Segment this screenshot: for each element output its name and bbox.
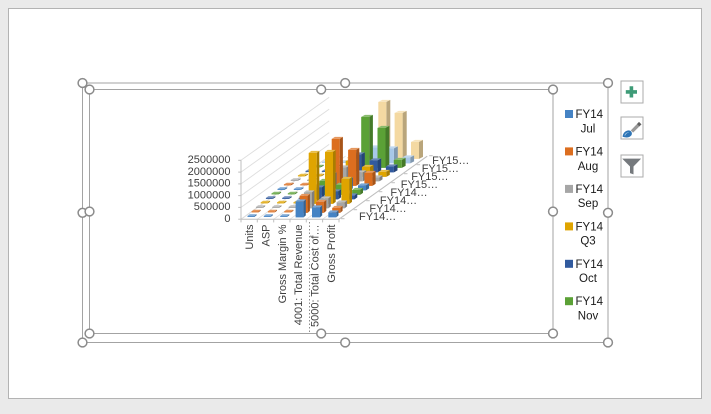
svg-text:FY14…: FY14…: [390, 187, 427, 199]
svg-text:FY15…: FY15…: [401, 179, 438, 191]
svg-text:FY14: FY14: [576, 296, 604, 308]
svg-text:0: 0: [224, 213, 230, 225]
svg-text:Jul: Jul: [581, 123, 596, 135]
svg-text:Sep: Sep: [578, 198, 598, 210]
svg-text:Aug: Aug: [578, 161, 598, 173]
svg-text:FY14: FY14: [576, 109, 604, 121]
svg-text:5000: Total Cost of…: 5000: Total Cost of…: [310, 225, 322, 328]
svg-text:500000: 500000: [194, 201, 231, 213]
svg-text:ASP: ASP: [261, 225, 273, 247]
svg-text:1000000: 1000000: [188, 189, 231, 201]
svg-text:FY14…: FY14…: [369, 203, 406, 215]
svg-text:FY15…: FY15…: [422, 163, 459, 175]
svg-text:FY14: FY14: [576, 221, 604, 233]
svg-text:FY15…: FY15…: [411, 171, 448, 183]
svg-text:FY14: FY14: [576, 259, 604, 271]
svg-text:FY14…: FY14…: [359, 211, 396, 223]
svg-text:2500000: 2500000: [188, 154, 231, 166]
svg-text:Gross Profit: Gross Profit: [326, 225, 338, 283]
svg-text:FY14…: FY14…: [380, 195, 417, 207]
svg-text:Oct: Oct: [579, 273, 598, 285]
svg-text:FY14: FY14: [576, 146, 604, 158]
svg-text:2000000: 2000000: [188, 166, 231, 178]
svg-text:Units: Units: [244, 224, 256, 250]
svg-text:4001: Total Revenue: 4001: Total Revenue: [293, 225, 305, 326]
svg-text:FY14: FY14: [576, 184, 604, 196]
svg-text:Nov: Nov: [578, 311, 599, 323]
svg-text:Q3: Q3: [580, 236, 595, 248]
svg-text:1500000: 1500000: [188, 178, 231, 190]
svg-text:Gross Margin %: Gross Margin %: [277, 224, 289, 303]
svg-text:FY15…: FY15…: [432, 155, 469, 167]
